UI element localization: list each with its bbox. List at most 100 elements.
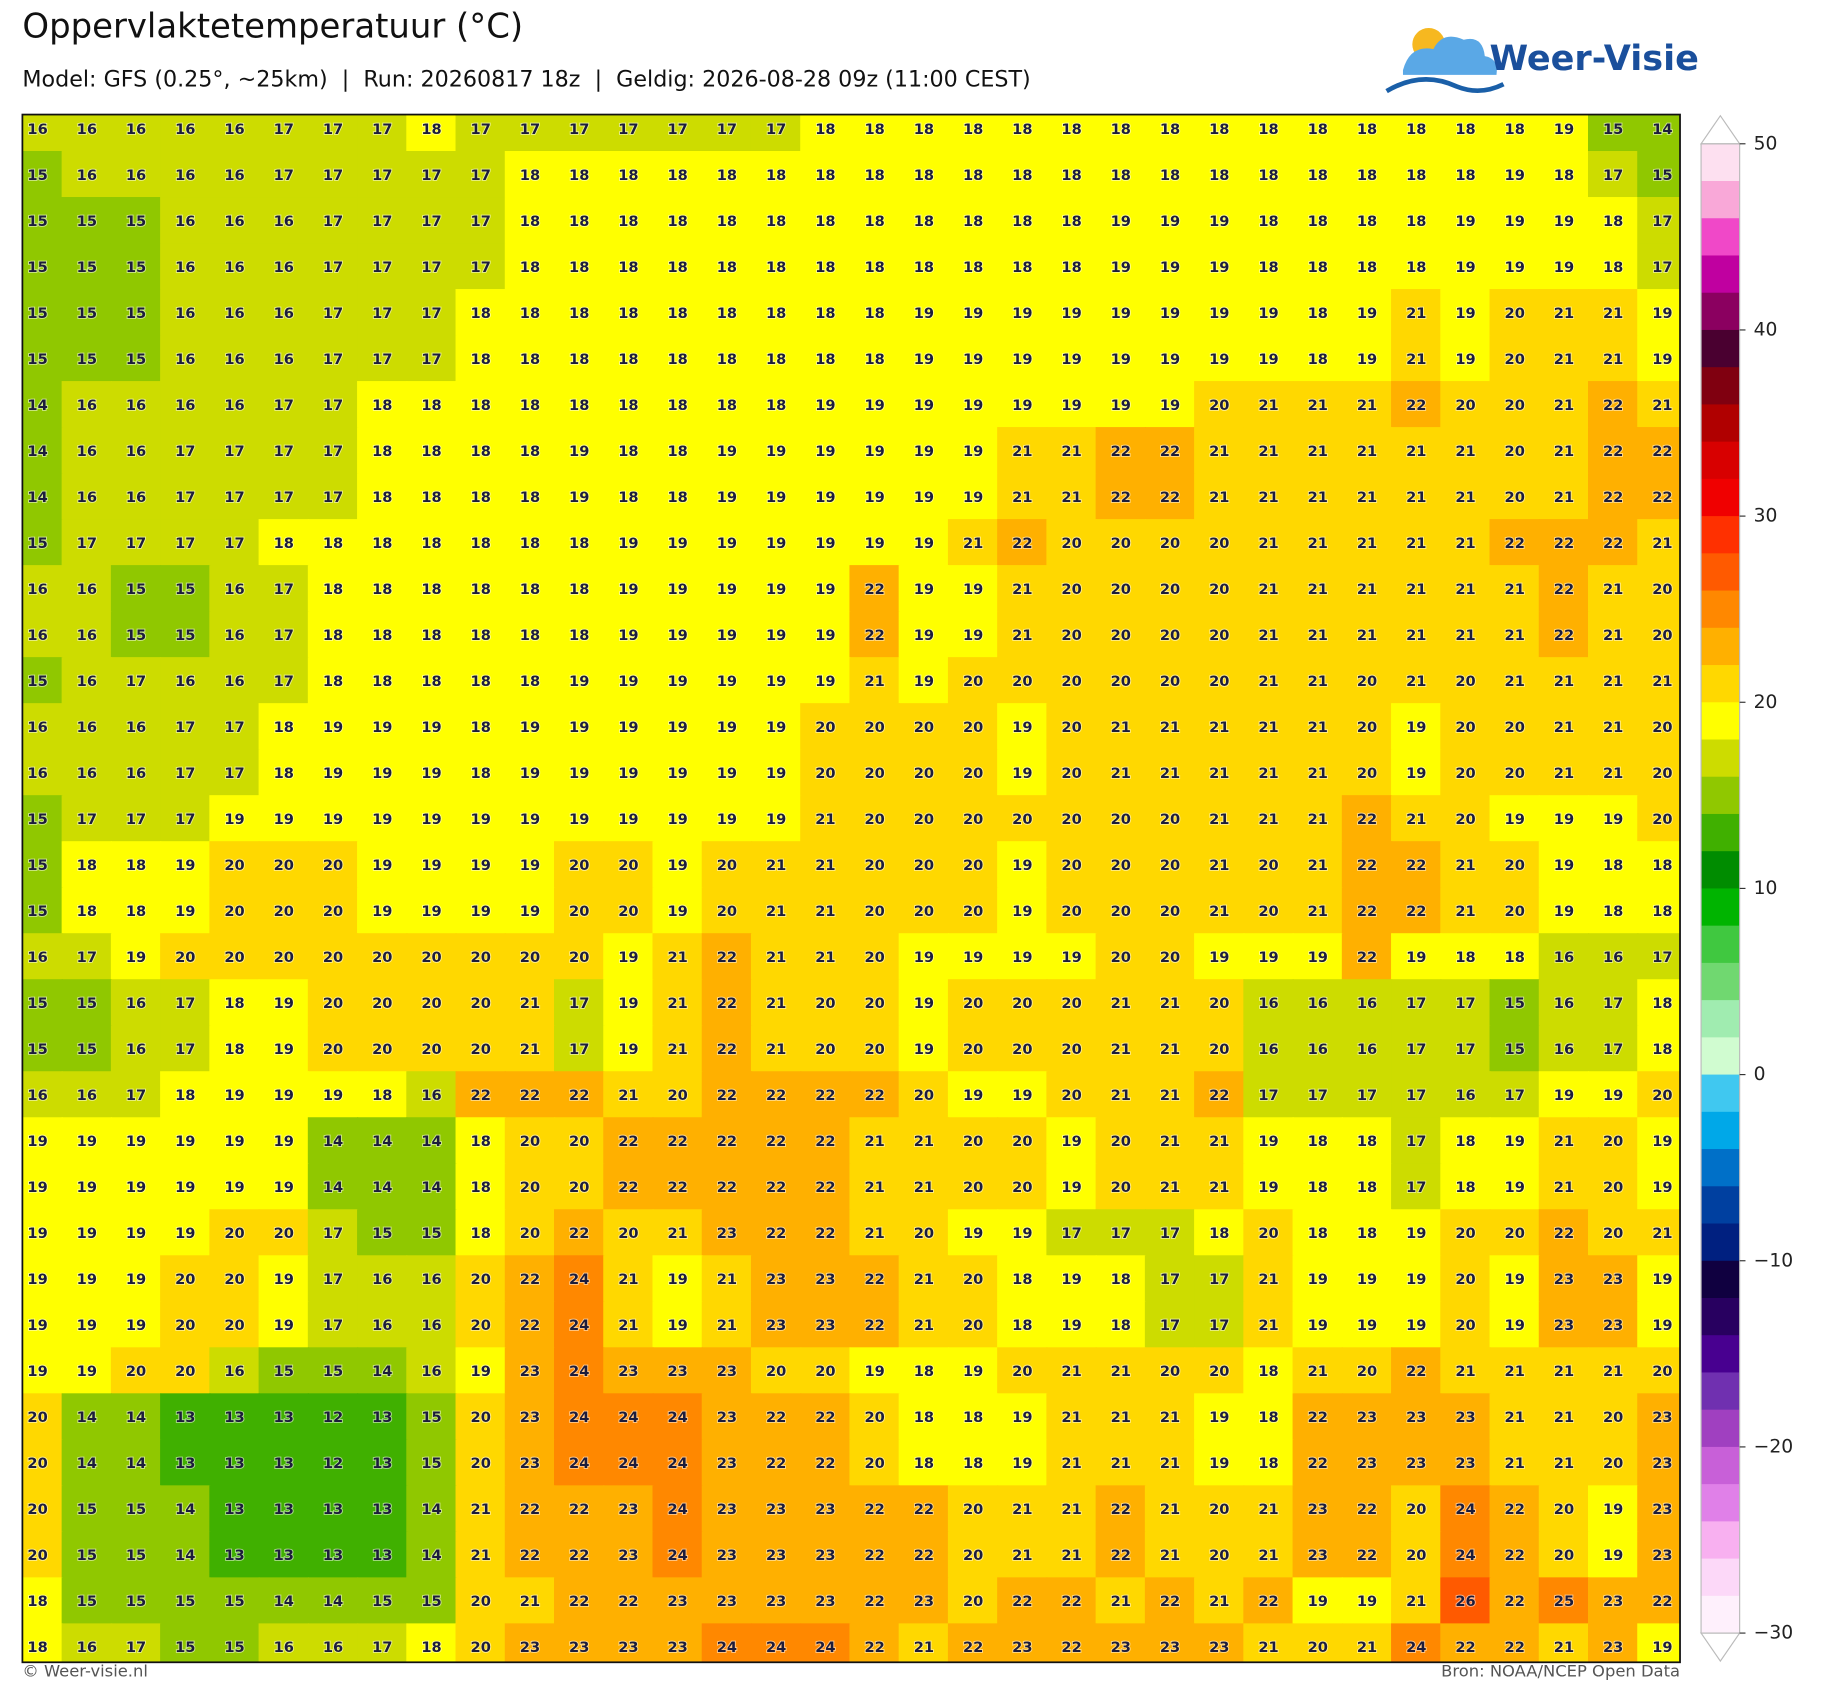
temperature-label: 23 (766, 1271, 786, 1288)
temperature-cell (554, 243, 605, 291)
temperature-cell (849, 565, 900, 613)
temperature-label: 13 (224, 1501, 244, 1518)
temperature-cell (1489, 1301, 1540, 1349)
temperature-label: 18 (864, 305, 884, 322)
temperature-cell (898, 381, 950, 429)
temperature-label: 25 (1554, 1593, 1574, 1610)
temperature-cell (800, 933, 851, 981)
temperature-label: 15 (27, 1041, 47, 1058)
temperature-cell (1341, 703, 1393, 751)
temperature-label: 18 (1357, 121, 1377, 138)
temperature-label: 18 (864, 351, 884, 368)
temperature-label: 21 (864, 673, 884, 690)
temperature-cell (22, 335, 63, 383)
temperature-label: 15 (1505, 1041, 1525, 1058)
temperature-label: 17 (126, 1639, 146, 1656)
temperature-cell (1637, 1439, 1681, 1487)
temperature-label: 19 (1554, 811, 1574, 828)
temperature-cell (849, 519, 900, 567)
temperature-cell (1292, 611, 1343, 659)
temperature-cell (258, 979, 309, 1027)
temperature-label: 15 (372, 1225, 392, 1242)
temperature-label: 19 (914, 351, 934, 368)
temperature-label: 20 (27, 1501, 47, 1518)
temperature-cell (61, 151, 113, 199)
temperature-label: 20 (864, 1409, 884, 1426)
temperature-cell (701, 1347, 753, 1395)
temperature-cell (898, 1577, 950, 1625)
temperature-label: 14 (421, 1179, 441, 1196)
temperature-label: 19 (618, 1041, 638, 1058)
temperature-cell (1194, 1209, 1245, 1257)
temperature-cell (800, 473, 851, 521)
temperature-cell (1243, 1163, 1294, 1211)
temperature-label: 22 (1357, 857, 1377, 874)
temperature-label: 18 (471, 581, 491, 598)
temperature-label: 13 (274, 1455, 294, 1472)
temperature-label: 21 (1308, 765, 1328, 782)
temperature-label: 18 (421, 535, 441, 552)
temperature-label: 21 (1012, 627, 1032, 644)
temperature-cell (1292, 795, 1343, 843)
temperature-label: 20 (963, 719, 983, 736)
temperature-label: 19 (1455, 351, 1475, 368)
temperature-cell (1243, 335, 1294, 383)
temperature-cell (898, 795, 950, 843)
temperature-label: 23 (1406, 1455, 1426, 1472)
temperature-cell (357, 1393, 408, 1441)
temperature-label: 21 (1061, 443, 1081, 460)
temperature-cell (110, 1623, 162, 1663)
temperature-label: 19 (1111, 351, 1131, 368)
colorbar-segment (1701, 1186, 1740, 1225)
temperature-cell (554, 611, 605, 659)
temperature-label: 18 (1308, 351, 1328, 368)
temperature-cell (357, 979, 408, 1027)
temperature-label: 18 (815, 121, 835, 138)
temperature-cell (1588, 1209, 1639, 1257)
temperature-cell (1588, 703, 1639, 751)
temperature-label: 21 (1455, 535, 1475, 552)
temperature-cell (1046, 657, 1097, 705)
temperature-label: 13 (323, 1547, 343, 1564)
temperature-cell (603, 243, 654, 291)
temperature-label: 21 (1209, 1593, 1229, 1610)
temperature-cell (1095, 1163, 1147, 1211)
temperature-cell (849, 657, 900, 705)
temperature-label: 13 (372, 1501, 392, 1518)
temperature-cell (22, 243, 63, 291)
temperature-label: 16 (77, 581, 97, 598)
temperature-label: 18 (1111, 1317, 1131, 1334)
temperature-cell (1292, 1485, 1343, 1533)
temperature-cell (652, 197, 703, 245)
temperature-cell (160, 749, 211, 797)
temperature-cell (258, 335, 309, 383)
temperature-cell (209, 519, 260, 567)
temperature-label: 19 (717, 627, 737, 644)
temperature-cell (209, 114, 260, 153)
temperature-label: 22 (569, 1501, 589, 1518)
temperature-cell (307, 1301, 359, 1349)
temperature-label: 19 (372, 811, 392, 828)
temperature-label: 19 (520, 719, 540, 736)
temperature-cell (307, 749, 359, 797)
temperature-cell (1489, 381, 1540, 429)
temperature-label: 19 (1455, 305, 1475, 322)
temperature-label: 19 (963, 581, 983, 598)
temperature-cell (947, 1209, 999, 1257)
temperature-cell (406, 1163, 457, 1211)
temperature-cell (1588, 749, 1639, 797)
temperature-label: 17 (471, 167, 491, 184)
temperature-label: 19 (27, 1179, 47, 1196)
temperature-label: 18 (1455, 1179, 1475, 1196)
temperature-cell (1440, 841, 1491, 889)
temperature-label: 14 (27, 489, 47, 506)
temperature-label: 21 (1308, 811, 1328, 828)
temperature-cell (406, 1485, 457, 1533)
temperature-label: 21 (1455, 627, 1475, 644)
temperature-label: 18 (274, 765, 294, 782)
temperature-cell (406, 473, 457, 521)
temperature-label: 20 (1357, 719, 1377, 736)
temperature-cell (750, 979, 802, 1027)
temperature-label: 19 (274, 1133, 294, 1150)
temperature-cell (357, 1347, 408, 1395)
